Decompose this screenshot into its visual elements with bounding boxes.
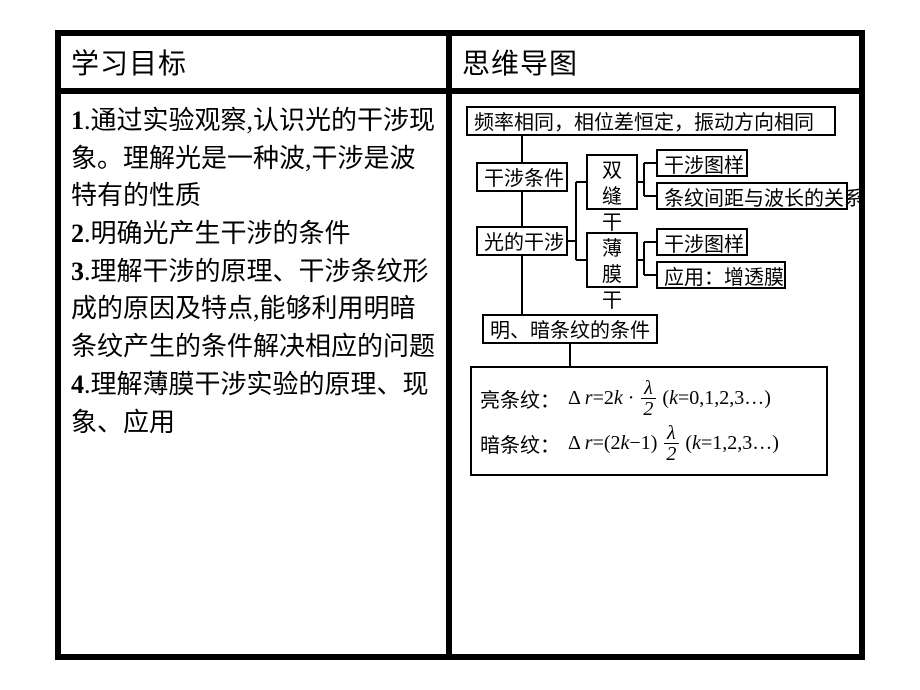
node-cond: 干涉条件 bbox=[476, 162, 568, 192]
objective-text: .明确光产生干涉的条件 bbox=[84, 219, 351, 248]
node-ds1: 干涉图样 bbox=[656, 149, 748, 177]
objective-4: 4.理解薄膜干涉实验的原理、现象、应用 bbox=[71, 366, 436, 441]
objective-num: 2 bbox=[71, 219, 84, 248]
right-header: 思维导图 bbox=[452, 36, 859, 94]
objective-text: .理解薄膜干涉实验的原理、现象、应用 bbox=[71, 370, 429, 437]
main-table: 学习目标 1.通过实验观察,认识光的干涉现象。理解光是一种波,干涉是波特有的性质… bbox=[55, 30, 865, 660]
node-bm1: 干涉图样 bbox=[656, 228, 748, 256]
equation-box: 亮条纹：Δ r=2k · λ2 (k=0,1,2,3…)暗条纹：Δ r=(2k−… bbox=[470, 366, 828, 476]
objective-num: 4 bbox=[71, 370, 84, 399]
node-ds2: 条纹间距与波长的关系 bbox=[656, 182, 848, 210]
node-ds: 双缝干涉 bbox=[586, 154, 638, 210]
objective-1: 1.通过实验观察,认识光的干涉现象。理解光是一种波,干涉是波特有的性质 bbox=[71, 102, 436, 215]
objective-text: .理解干涉的原理、干涉条纹形成的原因及特点,能够利用明暗条纹产生的条件解决相应的… bbox=[71, 257, 435, 361]
left-header: 学习目标 bbox=[61, 36, 446, 94]
objective-num: 1 bbox=[71, 106, 84, 135]
objectives-body: 1.通过实验观察,认识光的干涉现象。理解光是一种波,干涉是波特有的性质 2.明确… bbox=[61, 94, 446, 449]
node-mn: 明、暗条纹的条件 bbox=[482, 314, 658, 344]
objective-2: 2.明确光产生干涉的条件 bbox=[71, 215, 436, 253]
mindmap-canvas: 频率相同，相位差恒定，振动方向相同干涉条件光的干涉双缝干涉薄膜干涉干涉图样条纹间… bbox=[452, 94, 859, 654]
node-bm2: 应用：增透膜 bbox=[656, 261, 786, 289]
node-root: 光的干涉 bbox=[476, 226, 568, 256]
objective-3: 3.理解干涉的原理、干涉条纹形成的原因及特点,能够利用明暗条纹产生的条件解决相应… bbox=[71, 253, 436, 366]
right-column: 思维导图 频率相同，相位差恒定，振动方向相同干涉条件光的干涉双缝干涉薄膜干涉干涉… bbox=[452, 36, 859, 654]
objective-text: .通过实验观察,认识光的干涉现象。理解光是一种波,干涉是波特有的性质 bbox=[71, 106, 435, 210]
node-bm: 薄膜干涉 bbox=[586, 232, 638, 288]
left-column: 学习目标 1.通过实验观察,认识光的干涉现象。理解光是一种波,干涉是波特有的性质… bbox=[61, 36, 452, 654]
objective-num: 3 bbox=[71, 257, 84, 286]
node-cond_top: 频率相同，相位差恒定，振动方向相同 bbox=[466, 106, 836, 136]
